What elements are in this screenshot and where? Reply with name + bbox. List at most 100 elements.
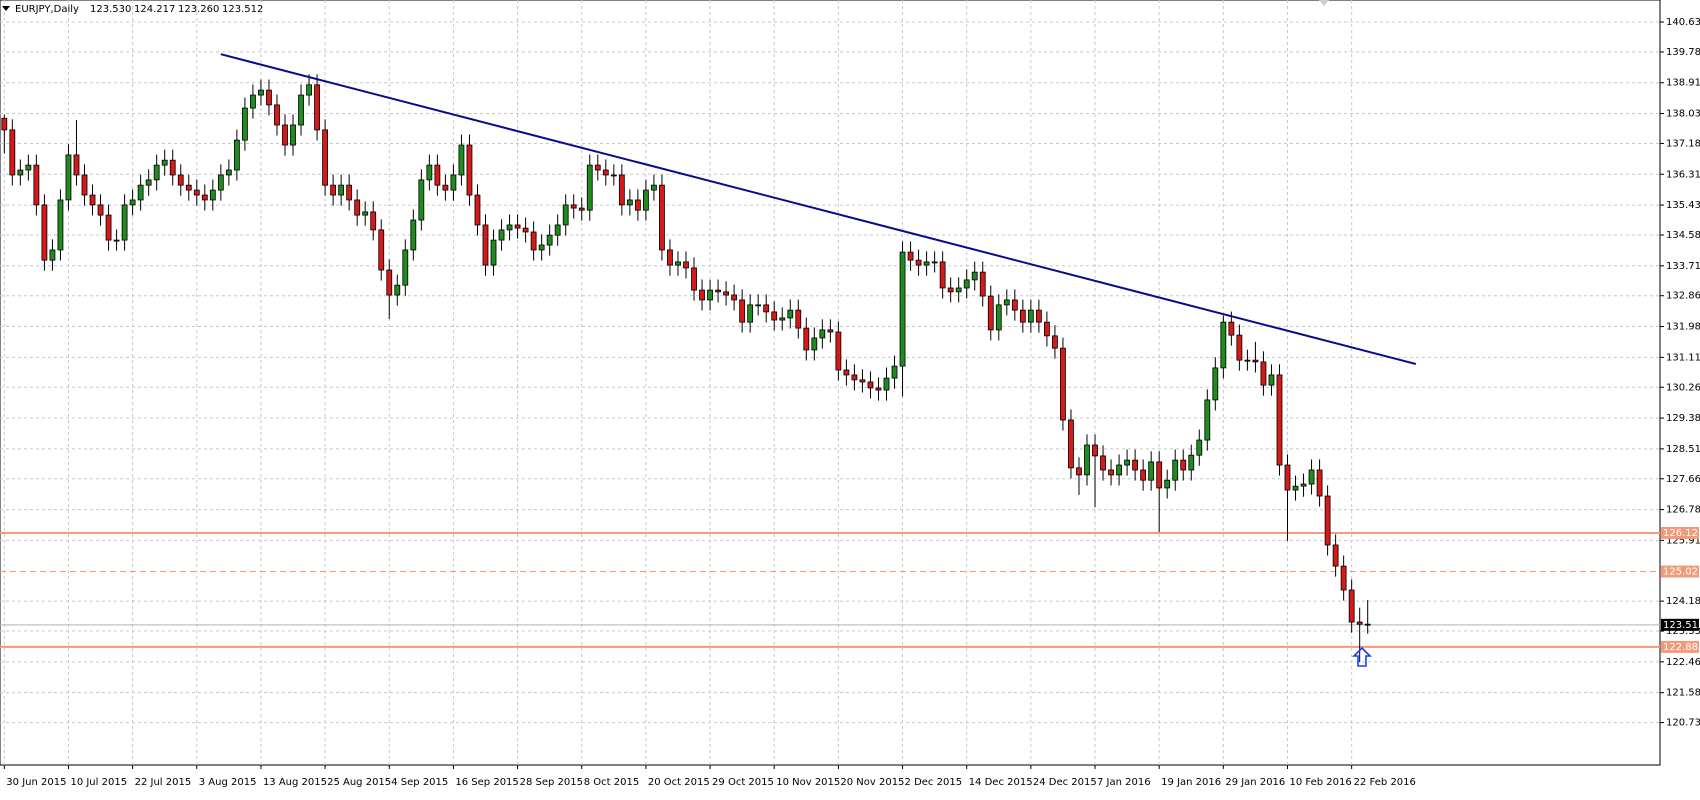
x-tick-label: 25 Aug 2015	[327, 777, 391, 788]
candle-body	[193, 189, 200, 196]
price-level-label-bg	[1661, 565, 1699, 578]
candle-body	[1052, 335, 1058, 349]
candle-body	[266, 89, 272, 106]
x-tick-label: 3 Aug 2015	[199, 777, 257, 788]
candle-body	[1356, 621, 1363, 625]
candle-body	[562, 204, 569, 226]
candle-body	[258, 89, 264, 96]
candle-body	[41, 204, 48, 261]
candle-body	[466, 144, 473, 196]
candle-body	[899, 251, 906, 367]
candle-body	[1156, 461, 1163, 489]
candle-body	[787, 309, 794, 319]
y-tick-label: 128.510	[1666, 444, 1700, 455]
y-tick-label: 127.660	[1666, 474, 1700, 485]
candle-body	[1108, 469, 1114, 476]
candle-body	[538, 244, 545, 251]
candle-body	[1092, 444, 1098, 457]
x-tick-label: 10 Feb 2016	[1290, 777, 1352, 788]
candle-body	[506, 224, 513, 231]
candle-body	[1044, 321, 1050, 337]
candle-body	[362, 211, 369, 216]
candle-body	[274, 104, 280, 126]
candle-body	[1116, 464, 1122, 476]
candle-body	[554, 224, 561, 236]
candle-body	[17, 169, 24, 176]
candle-body	[803, 327, 810, 351]
candle-body	[707, 289, 713, 301]
current-price-label: 123.512	[1663, 620, 1700, 631]
candle-body	[241, 107, 248, 141]
candle-body	[626, 199, 633, 206]
candle-body	[891, 365, 898, 379]
candle-body	[1100, 455, 1106, 471]
candle-body	[1132, 459, 1139, 471]
candle-body	[1164, 479, 1171, 489]
candle-body	[1084, 444, 1090, 476]
candle-body	[386, 269, 393, 296]
candle-body	[875, 387, 882, 391]
candle-body	[811, 337, 818, 351]
marks	[0, 53, 1660, 663]
candle-body	[282, 124, 288, 146]
candle-body	[225, 169, 232, 176]
candle-body	[586, 164, 593, 211]
x-tick-label: 20 Nov 2015	[840, 777, 904, 788]
candle-body	[1300, 483, 1307, 487]
candle-body	[306, 84, 312, 96]
price-level-label-bg	[1661, 640, 1699, 653]
x-tick-label: 10 Jul 2015	[70, 777, 127, 788]
candle-body	[1196, 439, 1203, 456]
candle-body	[314, 84, 320, 131]
candle-body	[643, 189, 649, 211]
candle-body	[1340, 565, 1347, 591]
x-tick-label: 30 Jun 2015	[6, 777, 66, 788]
candle-body	[113, 239, 120, 242]
candle-body	[97, 204, 104, 216]
candle-body	[298, 94, 304, 126]
chart-title: EURJPY,Daily	[15, 4, 79, 15]
candle-body	[450, 174, 457, 191]
candle-body	[1252, 359, 1259, 363]
candle-body	[763, 304, 770, 313]
candle-body	[65, 154, 72, 201]
y-tick-label: 132.860	[1666, 291, 1700, 302]
x-tick-label: 29 Jan 2016	[1225, 777, 1285, 788]
candle-body	[498, 229, 505, 241]
candle-body	[947, 287, 954, 293]
candle-body	[201, 194, 208, 201]
candle-body	[442, 184, 449, 191]
candle-body	[185, 184, 192, 191]
candle-body	[1276, 374, 1283, 466]
candle-body	[731, 294, 738, 301]
candle-body	[322, 129, 329, 186]
candle-body	[546, 234, 553, 246]
candle-body	[9, 129, 16, 176]
candle-body	[883, 377, 890, 391]
y-tick-label: 137.185	[1666, 138, 1700, 149]
candle-body	[474, 194, 481, 226]
menu-triangle[interactable]	[2, 6, 10, 11]
x-tick-label: 13 Aug 2015	[263, 777, 327, 788]
candle-body	[145, 179, 152, 186]
candle-body	[979, 271, 986, 297]
x-tick-label: 22 Feb 2016	[1354, 777, 1416, 788]
candle-body	[1124, 459, 1130, 466]
candle-body	[1027, 309, 1034, 323]
candle-body	[634, 199, 641, 211]
x-tick-label: 10 Nov 2015	[776, 777, 840, 788]
candle-body	[378, 229, 385, 271]
candle-body	[458, 144, 465, 176]
x-tick-label: 29 Oct 2015	[712, 777, 774, 788]
candle-body	[89, 194, 96, 206]
candle-body	[1172, 459, 1179, 481]
candle-body	[995, 304, 1002, 331]
candle-body	[418, 179, 425, 221]
candle-body	[779, 317, 786, 321]
candle-body	[578, 207, 585, 211]
candle-body	[570, 204, 577, 209]
x-tick-label: 28 Sep 2015	[520, 777, 583, 788]
candle-body	[739, 299, 746, 323]
candle-body	[1, 117, 8, 131]
candle-body	[137, 184, 144, 201]
